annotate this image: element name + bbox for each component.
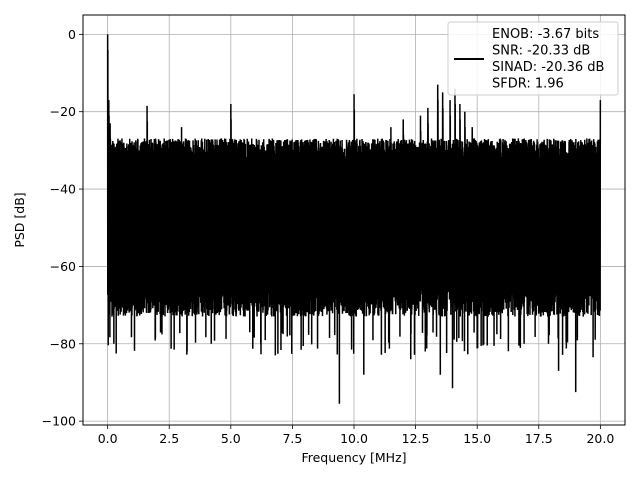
y-tick-label: −40 — [50, 182, 76, 197]
y-tick-label: −20 — [50, 104, 76, 119]
x-tick-label: 17.5 — [525, 431, 553, 446]
x-tick-label: 15.0 — [463, 431, 491, 446]
x-tick-label: 0.0 — [98, 431, 118, 446]
legend-enob: ENOB: -3.67 bits — [492, 27, 599, 42]
legend-sinad: SINAD: -20.36 dB — [492, 60, 604, 75]
y-tick-label: −60 — [50, 259, 76, 274]
x-tick-label: 7.5 — [282, 431, 302, 446]
legend: ENOB: -3.67 bits SNR: -20.33 dB SINAD: -… — [447, 21, 619, 96]
y-tick-label: −80 — [50, 336, 76, 351]
legend-snr: SNR: -20.33 dB — [492, 44, 590, 59]
psd-series-line — [106, 34, 602, 404]
x-tick-label: 12.5 — [402, 431, 430, 446]
x-tick-label: 5.0 — [221, 431, 241, 446]
x-axis-label: Frequency [MHz] — [301, 450, 406, 465]
x-tick-label: 20.0 — [586, 431, 614, 446]
y-tick-label: −100 — [42, 414, 76, 429]
data-series — [106, 34, 602, 404]
y-tick-label: 0 — [68, 27, 76, 42]
legend-sfdr: SFDR: 1.96 — [492, 77, 564, 92]
x-tick-label: 10.0 — [340, 431, 368, 446]
axis-ticks: 0.0 2.5 5.0 7.5 10.0 12.5 15.0 17.5 20.0 0 −20 −40 −… — [42, 27, 615, 446]
legend-box — [447, 21, 619, 96]
y-axis-label: PSD [dB] — [12, 192, 27, 247]
x-tick-label: 2.5 — [159, 431, 179, 446]
